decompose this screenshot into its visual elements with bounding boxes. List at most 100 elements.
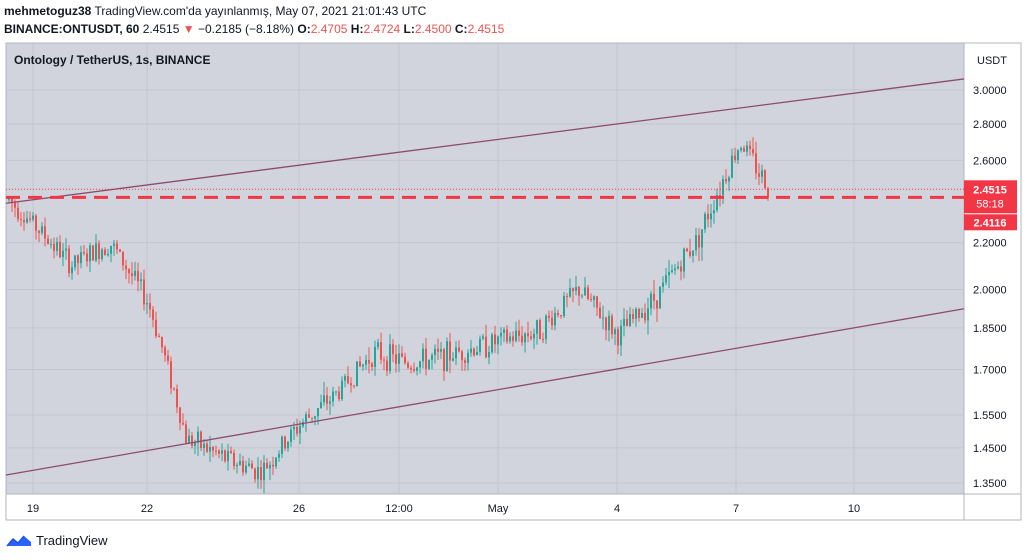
candle-body — [140, 279, 142, 282]
author-name[interactable]: mehmetoguz38 — [4, 4, 92, 18]
plot-area[interactable] — [6, 43, 964, 494]
candle-body — [740, 148, 742, 151]
candle-body — [569, 288, 571, 297]
candle-body — [497, 336, 499, 345]
candle-body — [695, 235, 697, 251]
candle-body — [233, 452, 235, 467]
y-tick-label: 2.8000 — [973, 119, 1007, 131]
candle-body — [563, 296, 565, 317]
candle-body — [635, 308, 637, 319]
candle-body — [557, 312, 559, 316]
candle-body — [449, 341, 451, 361]
candle-body — [455, 347, 457, 359]
candle-body — [47, 238, 49, 244]
candle-body — [332, 391, 334, 402]
candle-body — [311, 417, 313, 419]
candle-body — [626, 318, 628, 327]
candle-body — [290, 429, 292, 442]
support-level-box — [964, 214, 1017, 231]
x-tick-label: 7 — [733, 503, 739, 515]
close-value: 2.4515 — [467, 22, 505, 36]
candle-body — [296, 426, 298, 434]
tradingview-logo-icon — [6, 535, 31, 546]
candle-body — [533, 333, 535, 339]
candle-body — [200, 431, 202, 448]
candle-body — [542, 339, 544, 341]
candle-body — [65, 248, 67, 251]
y-tick-label: 2.6000 — [973, 155, 1007, 167]
chart-frame — [5, 42, 1022, 521]
candle-body — [512, 336, 514, 341]
candle-body — [761, 170, 763, 177]
candle-body — [371, 363, 373, 367]
low-label: L: — [403, 22, 415, 36]
price-chart[interactable]: 3.0000 2.8000 2.6000 2.2000 2.0000 1.8500 1.70… — [0, 40, 1027, 530]
candle-body — [146, 302, 148, 305]
candle-body — [467, 352, 469, 363]
trendlines — [5, 78, 965, 476]
candle-body — [389, 344, 391, 372]
publish-line: mehmetoguz38 TradingView.com'da yayınlan… — [4, 4, 426, 18]
candle-body — [614, 329, 616, 335]
tradingview-brand[interactable]: TradingView — [6, 533, 108, 548]
price-labels: 2.4515 58:18 2.4116 — [964, 180, 1017, 231]
candle-body — [464, 360, 466, 363]
candle-body — [590, 298, 592, 300]
y-tick-label: 3.0000 — [973, 85, 1007, 97]
candle-body — [386, 360, 388, 372]
y-tick-label: 1.4500 — [973, 443, 1007, 455]
candle-body — [758, 173, 760, 177]
candle-body — [224, 450, 226, 462]
candle-body — [515, 330, 517, 341]
candle-body — [461, 351, 463, 361]
candle-body — [746, 145, 748, 152]
candle-body — [107, 253, 109, 256]
candle-body — [59, 241, 61, 258]
y-tick-label: 2.2000 — [973, 238, 1007, 250]
y-tick-label: 1.5500 — [973, 410, 1007, 422]
candle-body — [80, 252, 82, 264]
candle-body — [713, 210, 715, 214]
candle-body — [101, 249, 103, 260]
candle-body — [26, 218, 28, 223]
price-change: −0.2185 (−8.18%) — [197, 22, 295, 36]
candle-body — [278, 453, 280, 458]
candle-body — [359, 361, 361, 367]
candle-body — [152, 309, 154, 320]
last-price: 2.4515 — [142, 22, 180, 36]
candle-body — [92, 245, 94, 261]
candle-body — [701, 229, 703, 248]
candle-body — [116, 243, 118, 250]
candle-body — [338, 391, 340, 400]
candle-body — [143, 279, 145, 305]
candle-body — [125, 265, 127, 270]
candle-body — [365, 360, 367, 365]
candle-body — [128, 269, 130, 274]
candle-body — [221, 450, 223, 454]
candle-body — [602, 317, 604, 319]
candle-body — [698, 235, 700, 248]
candle-body — [668, 271, 670, 276]
candle-body — [122, 251, 124, 266]
candle-body — [368, 360, 370, 364]
candle-body — [656, 300, 658, 309]
candle-body — [674, 268, 676, 271]
candle-body — [752, 149, 754, 154]
candle-body — [23, 220, 25, 223]
high-value: 2.4724 — [363, 22, 401, 36]
candle-body — [119, 249, 121, 252]
candle-body — [287, 441, 289, 449]
candle-body — [683, 248, 685, 272]
candle-body — [398, 353, 400, 364]
x-tick-label: May — [488, 503, 509, 515]
candle-body — [506, 329, 508, 342]
candle-body — [584, 287, 586, 296]
last-price-box — [964, 180, 1017, 214]
candle-body — [524, 333, 526, 343]
open-value: 2.4705 — [310, 22, 348, 36]
candle-body — [242, 460, 244, 473]
candle-body — [137, 270, 139, 282]
candle-body — [89, 245, 91, 262]
candle-body — [605, 317, 607, 331]
candle-body — [518, 330, 520, 336]
